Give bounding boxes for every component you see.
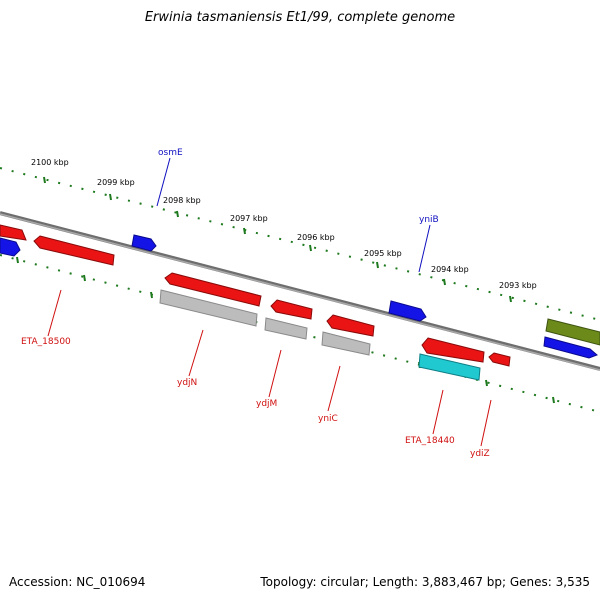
reverse-genes	[0, 224, 511, 367]
gene-arrow-ydjM[interactable]	[270, 299, 313, 320]
outer-major-ticks	[43, 176, 512, 303]
pseudogene-bar[interactable]	[264, 317, 308, 340]
leader-line	[156, 157, 171, 207]
gene-label-osmE[interactable]: osmE	[158, 148, 183, 158]
forward-genes	[0, 234, 600, 359]
leader-line	[47, 289, 62, 337]
gene-label-ETA_18440[interactable]: ETA_18440	[405, 436, 455, 446]
gene-arrow-ydjN[interactable]	[164, 272, 262, 307]
gene-arrow-ETA_18500[interactable]	[33, 235, 115, 266]
gene-arrow-yniB[interactable]	[388, 300, 427, 322]
tick-label: 2095 kbp	[364, 249, 402, 258]
rna-gene-ETA_18440[interactable]	[418, 353, 481, 381]
leader-line	[327, 365, 341, 412]
pseudo-genes	[159, 289, 371, 356]
leader-line	[188, 329, 204, 377]
tick-label: 2093 kbp	[499, 281, 537, 290]
leader-line	[268, 349, 282, 398]
gene-arrow-ydiZ[interactable]	[488, 352, 511, 367]
genome-summary-text: Topology: circular; Length: 3,883,467 bp…	[260, 575, 590, 589]
gene-label-yniB[interactable]: yniB	[419, 215, 439, 225]
gene-label-yniC[interactable]: yniC	[318, 414, 338, 424]
gene-arrow[interactable]	[545, 318, 600, 346]
tick-label: 2099 kbp	[97, 178, 135, 187]
leader-line	[480, 399, 492, 447]
pseudogene-bar[interactable]	[159, 289, 258, 327]
gene-label-ydjM[interactable]: ydjM	[256, 399, 277, 409]
gene-arrow[interactable]	[421, 337, 485, 363]
leader-line	[418, 224, 431, 273]
gene-arrow[interactable]	[0, 224, 27, 241]
tick-label: 2098 kbp	[163, 196, 201, 205]
tick-label: 2094 kbp	[431, 265, 469, 274]
gene-arrow[interactable]	[543, 336, 598, 359]
gene-arrow-osmE[interactable]	[131, 234, 157, 252]
inner-scale	[0, 254, 600, 413]
tick-label: 2097 kbp	[230, 214, 268, 223]
tick-label: 2096 kbp	[297, 233, 335, 242]
tick-label: 2100 kbp	[31, 158, 69, 167]
leader-line	[432, 389, 444, 435]
gene-arrow[interactable]	[0, 237, 21, 257]
gene-arrow-yniC[interactable]	[326, 314, 375, 337]
accession-text: Accession: NC_010694	[9, 575, 146, 589]
gene-label-ydjN[interactable]: ydjN	[177, 378, 197, 388]
gene-label-ETA_18500[interactable]: ETA_18500	[21, 337, 71, 347]
pseudogene-bar[interactable]	[321, 331, 371, 356]
map-title: Erwinia tasmaniensis Et1/99, complete ge…	[144, 10, 456, 25]
gene-label-ydiZ[interactable]: ydiZ	[470, 449, 490, 459]
